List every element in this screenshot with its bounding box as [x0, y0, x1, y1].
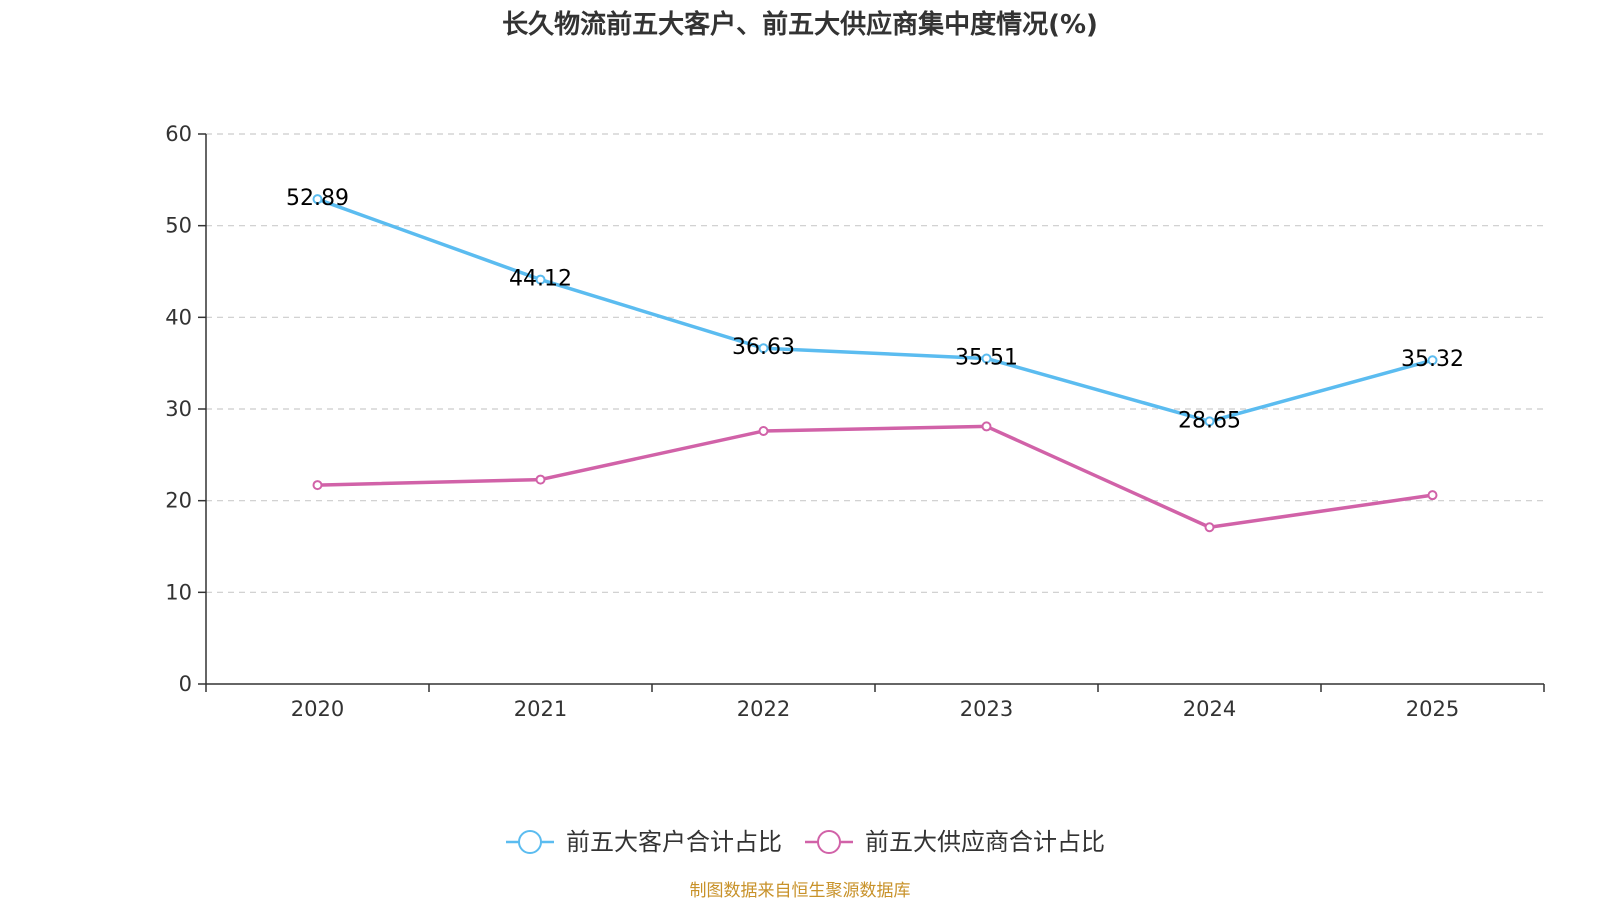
y-tick-label: 40 [165, 305, 192, 329]
data-labels: 52.89 44.12 36.63 35.51 28.65 35.32 [286, 186, 1464, 433]
data-point-0 [758, 343, 769, 354]
y-tick-label: 60 [165, 122, 192, 146]
y-tick-label: 20 [165, 489, 192, 513]
data-point-0 [1427, 355, 1438, 366]
data-label: 28.65 [1178, 408, 1241, 433]
legend: 前五大客户合计占比 前五大供应商合计占比 [506, 828, 1105, 856]
x-tick-label: 2022 [737, 697, 790, 721]
x-tick-label: 2021 [514, 697, 567, 721]
legend-marker-0 [518, 830, 542, 854]
x-tick-label: 2024 [1183, 697, 1236, 721]
series [312, 194, 1438, 533]
data-point-1 [981, 421, 992, 432]
data-label: 52.89 [286, 186, 349, 211]
data-point-0 [1204, 416, 1215, 427]
series-line-0 [316, 197, 1433, 424]
data-label: 44.12 [509, 267, 572, 292]
y-tick-label: 30 [165, 397, 192, 421]
y-tick-label: 50 [165, 214, 192, 238]
axes: 0 10 20 30 40 50 60 2020 2021 2022 2023 2024 2025 [165, 122, 1545, 721]
data-point-0 [535, 274, 546, 285]
data-point-0 [981, 353, 992, 364]
y-tick-label: 10 [165, 580, 192, 604]
legend-label-0: 前五大客户合计占比 [566, 828, 782, 856]
x-tick-label: 2025 [1406, 697, 1459, 721]
data-point-1 [1204, 522, 1215, 533]
data-label: 35.51 [955, 345, 1018, 370]
x-tick-label: 2020 [291, 697, 344, 721]
data-point-1 [312, 480, 323, 491]
data-label: 36.63 [732, 335, 795, 360]
legend-marker-1 [817, 830, 841, 854]
y-tick-label: 0 [179, 672, 192, 696]
chart-title: 长久物流前五大客户、前五大供应商集中度情况(%) [502, 10, 1098, 40]
data-point-1 [535, 474, 546, 485]
grid-lines [206, 133, 1544, 593]
data-point-1 [1427, 490, 1438, 501]
source-note: 制图数据来自恒生聚源数据库 [689, 881, 911, 901]
legend-label-1: 前五大供应商合计占比 [865, 828, 1105, 856]
series-line-1 [317, 424, 1433, 529]
data-label: 35.32 [1401, 347, 1464, 372]
x-tick-label: 2023 [960, 697, 1013, 721]
data-point-0 [312, 194, 323, 205]
data-point-1 [758, 426, 769, 436]
